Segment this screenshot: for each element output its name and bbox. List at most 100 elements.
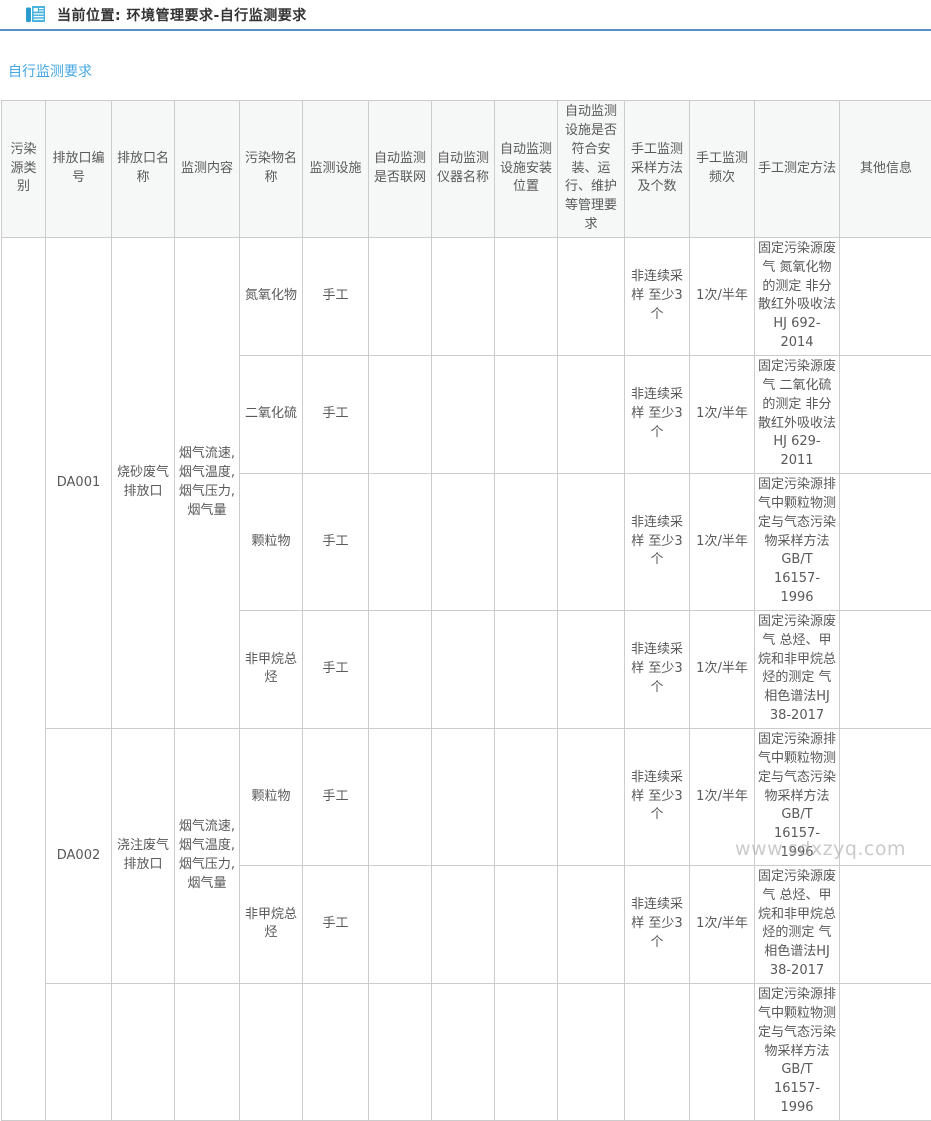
- cell-manual-method: 固定污染源废气 总烃、甲烷和非甲烷总烃的测定 气相色谱法HJ 38-2017: [755, 865, 840, 983]
- cell-manual-frequency: 1次/半年: [690, 474, 755, 611]
- column-header: 手工测定方法: [755, 101, 840, 238]
- cell-facility: 手工: [303, 474, 369, 611]
- cell-monitor-content: [175, 983, 240, 1120]
- cell-outlet-id: DA002: [46, 729, 112, 984]
- cell-auto-compliance: [558, 729, 625, 866]
- cell-manual-frequency: 1次/半年: [690, 865, 755, 983]
- cell-manual-method: 固定污染源废气 二氧化硫的测定 非分散红外吸收法 HJ 629-2011: [755, 355, 840, 473]
- cell-auto-instrument: [432, 355, 495, 473]
- cell-manual-sampling: 非连续采样 至少3个: [625, 610, 690, 728]
- table-row: 固定污染源排气中颗粒物测定与气态污染物采样方法 GB/T 16157-1996: [2, 983, 931, 1120]
- cell-auto-compliance: [558, 355, 625, 473]
- cell-auto-location: [495, 355, 558, 473]
- cell-manual-method: 固定污染源排气中颗粒物测定与气态污染物采样方法 GB/T 16157-1996: [755, 474, 840, 611]
- header-row: 污染源类别排放口编号排放口名称监测内容污染物名称监测设施自动监测是否联网自动监测…: [2, 101, 931, 238]
- cell-manual-method: 固定污染源废气 氮氧化物的测定 非分散红外吸收法 HJ 692-2014: [755, 237, 840, 355]
- cell-monitor-content: 烟气流速,烟气温度,烟气压力,烟气量: [175, 237, 240, 728]
- cell-pollutant: [240, 983, 303, 1120]
- cell-facility: 手工: [303, 355, 369, 473]
- cell-auto-instrument: [432, 983, 495, 1120]
- cell-manual-sampling: 非连续采样 至少3个: [625, 729, 690, 866]
- cell-auto-location: [495, 610, 558, 728]
- cell-auto-compliance: [558, 983, 625, 1120]
- cell-pollutant: 非甲烷总烃: [240, 610, 303, 728]
- cell-outlet-id: DA001: [46, 237, 112, 728]
- cell-pollutant: 二氧化硫: [240, 355, 303, 473]
- cell-manual-frequency: 1次/半年: [690, 610, 755, 728]
- cell-auto-networked: [369, 729, 432, 866]
- column-header: 自动监测是否联网: [369, 101, 432, 238]
- cell-facility: [303, 983, 369, 1120]
- cell-other: [840, 237, 931, 355]
- cell-manual-sampling: 非连续采样 至少3个: [625, 865, 690, 983]
- cell-other: [840, 474, 931, 611]
- cell-auto-instrument: [432, 865, 495, 983]
- column-header: 其他信息: [840, 101, 931, 238]
- cell-facility: 手工: [303, 729, 369, 866]
- column-header: 污染物名称: [240, 101, 303, 238]
- cell-auto-networked: [369, 355, 432, 473]
- cell-manual-sampling: 非连续采样 至少3个: [625, 474, 690, 611]
- cell-auto-location: [495, 729, 558, 866]
- cell-pollutant: 非甲烷总烃: [240, 865, 303, 983]
- column-header: 排放口名称: [112, 101, 175, 238]
- cell-manual-frequency: [690, 983, 755, 1120]
- cell-auto-compliance: [558, 610, 625, 728]
- cell-auto-networked: [369, 865, 432, 983]
- breadcrumb-bar: 当前位置: 环境管理要求-自行监测要求: [0, 0, 931, 31]
- cell-manual-method: 固定污染源废气 总烃、甲烷和非甲烷总烃的测定 气相色谱法HJ 38-2017: [755, 610, 840, 728]
- column-header: 监测内容: [175, 101, 240, 238]
- news-icon: [25, 5, 46, 24]
- cell-manual-frequency: 1次/半年: [690, 355, 755, 473]
- page-title-link[interactable]: 自行监测要求: [8, 64, 92, 80]
- cell-manual-method: 固定污染源排气中颗粒物测定与气态污染物采样方法 GB/T 16157-1996: [755, 983, 840, 1120]
- cell-auto-instrument: [432, 729, 495, 866]
- cell-auto-networked: [369, 610, 432, 728]
- cell-auto-location: [495, 983, 558, 1120]
- cell-other: [840, 355, 931, 473]
- cell-other: [840, 729, 931, 866]
- column-header: 排放口编号: [46, 101, 112, 238]
- cell-other: [840, 610, 931, 728]
- monitoring-table: 污染源类别排放口编号排放口名称监测内容污染物名称监测设施自动监测是否联网自动监测…: [1, 100, 931, 1121]
- cell-auto-location: [495, 865, 558, 983]
- cell-pollutant: 氮氧化物: [240, 237, 303, 355]
- cell-pollutant: 颗粒物: [240, 474, 303, 611]
- cell-auto-networked: [369, 983, 432, 1120]
- cell-monitor-content: 烟气流速,烟气温度,烟气压力,烟气量: [175, 729, 240, 984]
- cell-manual-sampling: 非连续采样 至少3个: [625, 237, 690, 355]
- column-header: 手工监测采样方法及个数: [625, 101, 690, 238]
- cell-outlet-name: [112, 983, 175, 1120]
- cell-auto-compliance: [558, 474, 625, 611]
- cell-manual-method: 固定污染源排气中颗粒物测定与气态污染物采样方法 GB/T 16157-1996: [755, 729, 840, 866]
- cell-facility: 手工: [303, 610, 369, 728]
- cell-manual-frequency: 1次/半年: [690, 729, 755, 866]
- cell-outlet-name: 浇注废气排放口: [112, 729, 175, 984]
- cell-facility: 手工: [303, 237, 369, 355]
- column-header: 监测设施: [303, 101, 369, 238]
- cell-manual-sampling: 非连续采样 至少3个: [625, 355, 690, 473]
- cell-facility: 手工: [303, 865, 369, 983]
- table-header: 污染源类别排放口编号排放口名称监测内容污染物名称监测设施自动监测是否联网自动监测…: [2, 101, 931, 238]
- cell-auto-networked: [369, 474, 432, 611]
- column-header: 自动监测设施安装位置: [495, 101, 558, 238]
- cell-auto-location: [495, 237, 558, 355]
- cell-other: [840, 983, 931, 1120]
- cell-outlet-id: [46, 983, 112, 1120]
- cell-auto-networked: [369, 237, 432, 355]
- cell-auto-location: [495, 474, 558, 611]
- cell-auto-instrument: [432, 610, 495, 728]
- cell-auto-compliance: [558, 237, 625, 355]
- cell-other: [840, 865, 931, 983]
- cell-pollutant: 颗粒物: [240, 729, 303, 866]
- cell-auto-instrument: [432, 237, 495, 355]
- cell-manual-frequency: 1次/半年: [690, 237, 755, 355]
- cell-auto-instrument: [432, 474, 495, 611]
- column-header: 污染源类别: [2, 101, 46, 238]
- breadcrumb: 当前位置: 环境管理要求-自行监测要求: [57, 5, 307, 25]
- cell-manual-sampling: [625, 983, 690, 1120]
- cell-outlet-name: 烧砂废气排放口: [112, 237, 175, 728]
